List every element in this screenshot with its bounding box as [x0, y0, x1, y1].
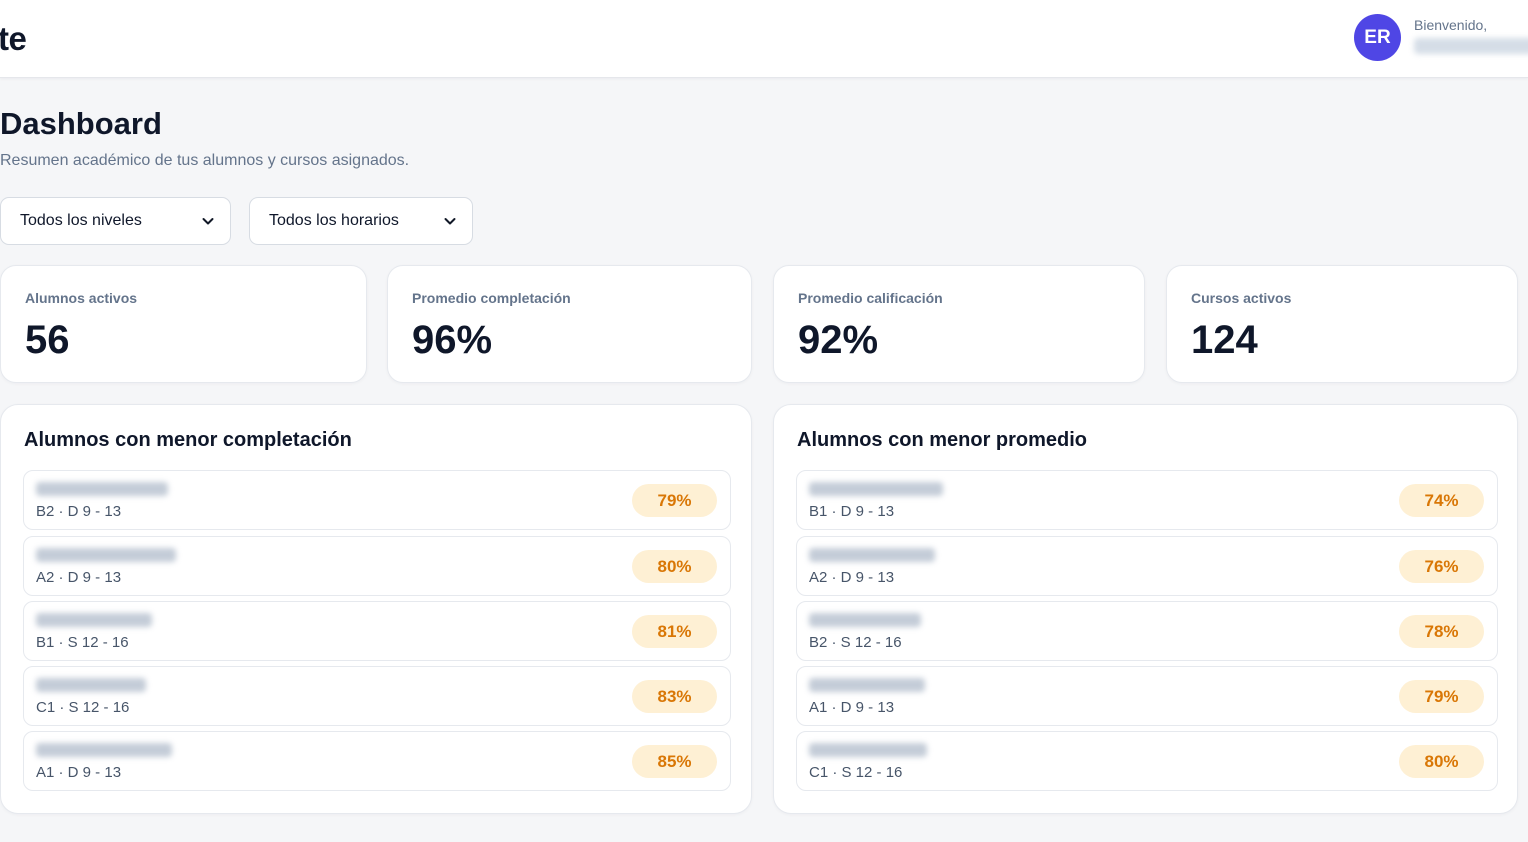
student-name-redacted: [36, 548, 176, 562]
page-title: Dashboard: [0, 106, 162, 141]
username-redacted: [1414, 38, 1528, 54]
percent-badge: 83%: [632, 680, 717, 713]
student-row[interactable]: B1 · D 9 - 13 74%: [796, 470, 1498, 530]
student-meta: A1 · D 9 - 13: [36, 764, 122, 781]
student-name-redacted: [809, 548, 935, 562]
percent-badge: 81%: [632, 615, 717, 648]
student-meta: B1 · S 12 - 16: [36, 634, 129, 651]
panel-title: Alumnos con menor promedio: [797, 429, 1088, 451]
stat-value: 124: [1191, 318, 1258, 362]
student-name-redacted: [809, 678, 925, 692]
percent-badge: 74%: [1399, 484, 1484, 517]
student-row[interactable]: A1 · D 9 - 13 79%: [796, 666, 1498, 726]
student-row[interactable]: B2 · S 12 - 16 78%: [796, 601, 1498, 661]
student-row[interactable]: B2 · D 9 - 13 79%: [23, 470, 731, 530]
stat-label: Alumnos activos: [25, 290, 138, 306]
page-subtitle: Resumen académico de tus alumnos y curso…: [0, 152, 410, 169]
student-name-redacted: [36, 482, 168, 496]
stat-card-promedio-calificacion: Promedio calificación 92%: [773, 265, 1145, 383]
student-meta: B1 · D 9 - 13: [809, 503, 895, 520]
stat-card-cursos-activos: Cursos activos 124: [1166, 265, 1518, 383]
student-meta: A1 · D 9 - 13: [809, 699, 895, 716]
percent-badge: 76%: [1399, 550, 1484, 583]
student-meta: C1 · S 12 - 16: [809, 764, 903, 781]
stat-label: Promedio completación: [412, 290, 571, 306]
stat-label: Promedio calificación: [798, 290, 943, 306]
student-row[interactable]: C1 · S 12 - 16 83%: [23, 666, 731, 726]
nivel-select-value: Todos los niveles: [20, 212, 142, 229]
stat-card-alumnos-activos: Alumnos activos 56: [0, 265, 367, 383]
student-meta: A2 · D 9 - 13: [809, 569, 895, 586]
welcome-text: Bienvenido,: [1414, 17, 1488, 33]
student-name-redacted: [809, 482, 943, 496]
panel-title: Alumnos con menor completación: [24, 429, 352, 451]
student-row[interactable]: A2 · D 9 - 13 80%: [23, 536, 731, 596]
horario-select-value: Todos los horarios: [269, 212, 399, 229]
top-bar: te ER Bienvenido,: [0, 0, 1528, 78]
chevron-down-icon: [444, 218, 456, 225]
avatar[interactable]: ER: [1354, 14, 1401, 61]
panel-menor-completacion: Alumnos con menor completación B2 · D 9 …: [0, 404, 752, 814]
stat-value: 56: [25, 318, 70, 362]
student-row[interactable]: A2 · D 9 - 13 76%: [796, 536, 1498, 596]
percent-badge: 80%: [632, 550, 717, 583]
percent-badge: 79%: [632, 484, 717, 517]
brand-logo[interactable]: te: [0, 20, 27, 57]
student-row[interactable]: A1 · D 9 - 13 85%: [23, 731, 731, 791]
student-name-redacted: [36, 613, 152, 627]
stat-value: 96%: [412, 318, 493, 362]
horario-select[interactable]: Todos los horarios: [249, 197, 473, 245]
student-meta: A2 · D 9 - 13: [36, 569, 122, 586]
percent-badge: 78%: [1399, 615, 1484, 648]
student-name-redacted: [809, 613, 921, 627]
chevron-down-icon: [202, 218, 214, 225]
stat-card-promedio-completacion: Promedio completación 96%: [387, 265, 752, 383]
student-meta: B2 · D 9 - 13: [36, 503, 122, 520]
percent-badge: 80%: [1399, 745, 1484, 778]
student-name-redacted: [36, 678, 146, 692]
nivel-select[interactable]: Todos los niveles: [0, 197, 231, 245]
student-row[interactable]: C1 · S 12 - 16 80%: [796, 731, 1498, 791]
percent-badge: 85%: [632, 745, 717, 778]
student-meta: C1 · S 12 - 16: [36, 699, 130, 716]
percent-badge: 79%: [1399, 680, 1484, 713]
student-row[interactable]: B1 · S 12 - 16 81%: [23, 601, 731, 661]
student-meta: B2 · S 12 - 16: [809, 634, 902, 651]
stat-label: Cursos activos: [1191, 290, 1292, 306]
student-name-redacted: [36, 743, 172, 757]
stat-value: 92%: [798, 318, 879, 362]
student-name-redacted: [809, 743, 927, 757]
panel-menor-promedio: Alumnos con menor promedio B1 · D 9 - 13…: [773, 404, 1518, 814]
